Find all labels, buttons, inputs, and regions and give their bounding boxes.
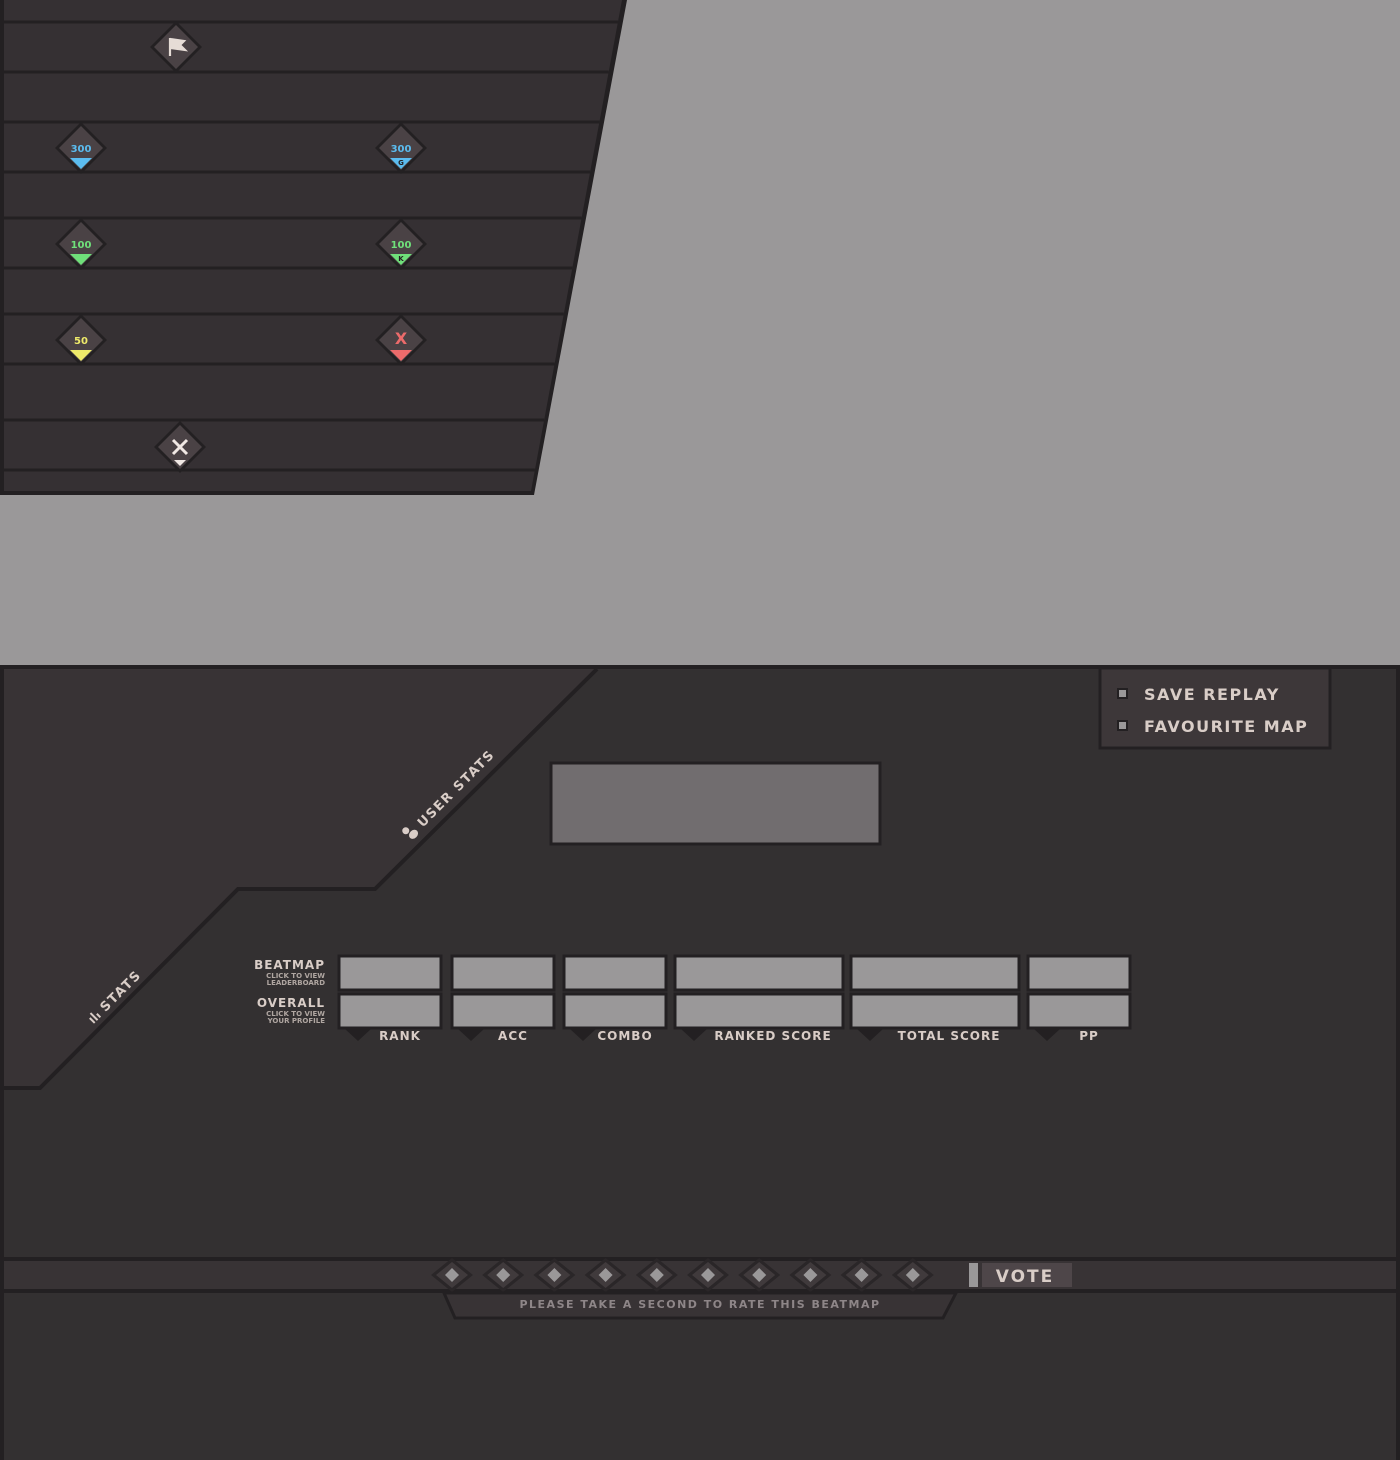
stat-column-ranked-score: RANKED SCORE bbox=[673, 954, 845, 1043]
rating-prompt: PLEASE TAKE A SECOND TO RATE THIS BEATMA… bbox=[519, 1298, 880, 1311]
stat-column-label: RANKED SCORE bbox=[714, 1029, 831, 1043]
vote-label: VOTE bbox=[996, 1267, 1055, 1287]
rating-star-8[interactable] bbox=[789, 1258, 832, 1292]
judgement-panel: 300 300 G 100 100 K 50 X bbox=[0, 0, 627, 495]
row-divider bbox=[4, 362, 555, 366]
beatmap-stat-box[interactable] bbox=[562, 954, 668, 992]
save-replay-button[interactable]: SAVE REPLAY bbox=[1117, 685, 1280, 704]
judgement-label: 300 bbox=[391, 144, 412, 155]
overall-title: OVERALL bbox=[257, 996, 325, 1010]
overall-sub1: CLICK TO VIEW bbox=[266, 1010, 325, 1018]
overall-stat-box[interactable] bbox=[673, 992, 845, 1030]
rating-bar: VOTE PLEASE TAKE A SECOND TO RATE THIS B… bbox=[0, 1257, 1400, 1320]
beatmap-sub2: LEADERBOARD bbox=[267, 979, 326, 987]
user-icon-body bbox=[409, 829, 419, 839]
judgement-5: X bbox=[375, 314, 427, 366]
beatmap-stat-box[interactable] bbox=[450, 954, 556, 992]
beatmap-stat-box[interactable] bbox=[673, 954, 845, 992]
checkbox-icon bbox=[1117, 720, 1128, 731]
stat-column-acc: ACC bbox=[450, 954, 556, 1043]
rating-star-3[interactable] bbox=[533, 1258, 576, 1292]
judgement-sub: K bbox=[398, 255, 404, 263]
rating-star-7[interactable] bbox=[738, 1258, 781, 1292]
row-beatmap-label[interactable]: BEATMAP CLICK TO VIEW LEADERBOARD bbox=[254, 958, 325, 987]
beatmap-stat-box[interactable] bbox=[1026, 954, 1132, 992]
beatmap-sub1: CLICK TO VIEW bbox=[266, 972, 325, 980]
judgement-3: 100 K bbox=[375, 218, 427, 270]
stat-column-label: ACC bbox=[498, 1029, 528, 1043]
save-replay-label: SAVE REPLAY bbox=[1144, 685, 1280, 704]
beatmap-stat-box[interactable] bbox=[337, 954, 443, 992]
checkbox-icon bbox=[1117, 688, 1128, 699]
row-divider bbox=[4, 20, 618, 24]
judgement-label: 300 bbox=[71, 144, 92, 155]
chart-icon bbox=[89, 1012, 102, 1024]
rating-star-9[interactable] bbox=[840, 1258, 883, 1292]
row-overall-label[interactable]: OVERALL CLICK TO VIEW YOUR PROFILE bbox=[257, 996, 325, 1025]
overall-stat-box[interactable] bbox=[450, 992, 556, 1030]
rating-star-2[interactable] bbox=[482, 1258, 525, 1292]
stat-column-pp: PP bbox=[1026, 954, 1132, 1043]
vote-button[interactable]: VOTE bbox=[982, 1263, 1072, 1287]
row-divider bbox=[4, 418, 545, 422]
stat-column-combo: COMBO bbox=[562, 954, 668, 1043]
rating-star-10[interactable] bbox=[891, 1258, 934, 1292]
row-divider bbox=[4, 312, 564, 316]
stat-column-label: PP bbox=[1079, 1029, 1099, 1043]
stats-panel: SAVE REPLAY FAVOURITE MAP USER STATS STA… bbox=[0, 665, 1400, 1460]
overall-stat-box[interactable] bbox=[337, 992, 443, 1030]
favourite-map-label: FAVOURITE MAP bbox=[1144, 717, 1308, 736]
flag-icon bbox=[150, 21, 202, 73]
judgement-label: 50 bbox=[74, 336, 88, 347]
favourite-map-button[interactable]: FAVOURITE MAP bbox=[1117, 717, 1308, 736]
judgement-4: 50 bbox=[55, 314, 107, 366]
vote-divider bbox=[969, 1263, 978, 1287]
stat-column-total-score: TOTAL SCORE bbox=[849, 954, 1021, 1043]
judgement-1: 300 G bbox=[375, 122, 427, 174]
overall-stat-box[interactable] bbox=[1026, 992, 1132, 1030]
rating-star-5[interactable] bbox=[635, 1258, 678, 1292]
judgement-sub: G bbox=[398, 159, 404, 167]
judgement-label: X bbox=[395, 329, 408, 348]
overall-stat-box[interactable] bbox=[849, 992, 1021, 1030]
beatmap-title: BEATMAP bbox=[254, 958, 325, 972]
row-divider bbox=[4, 468, 535, 472]
stat-column-label: TOTAL SCORE bbox=[898, 1029, 1001, 1043]
overall-sub2: YOUR PROFILE bbox=[267, 1017, 326, 1025]
stat-column-label: COMBO bbox=[597, 1029, 652, 1043]
row-divider bbox=[4, 266, 573, 270]
judgement-label: 100 bbox=[71, 240, 92, 251]
rating-star-6[interactable] bbox=[687, 1258, 729, 1292]
row-divider bbox=[4, 120, 600, 124]
stat-column-label: RANK bbox=[379, 1029, 421, 1043]
stat-column-rank: RANK bbox=[337, 954, 443, 1043]
judgement-0: 300 bbox=[55, 122, 107, 174]
user-icon bbox=[402, 827, 410, 835]
options-menu: SAVE REPLAY FAVOURITE MAP bbox=[1098, 666, 1332, 750]
row-divider bbox=[4, 70, 609, 74]
row-divider bbox=[4, 216, 582, 220]
rating-star-1[interactable] bbox=[431, 1258, 473, 1292]
row-divider bbox=[4, 170, 591, 174]
rating-star-4[interactable] bbox=[584, 1258, 627, 1292]
miss-x-icon bbox=[154, 421, 206, 473]
judgement-2: 100 bbox=[55, 218, 107, 270]
beatmap-stat-box[interactable] bbox=[849, 954, 1021, 992]
overall-stat-box[interactable] bbox=[562, 992, 668, 1030]
judgement-label: 100 bbox=[391, 240, 412, 251]
player-card-placeholder bbox=[549, 761, 882, 846]
